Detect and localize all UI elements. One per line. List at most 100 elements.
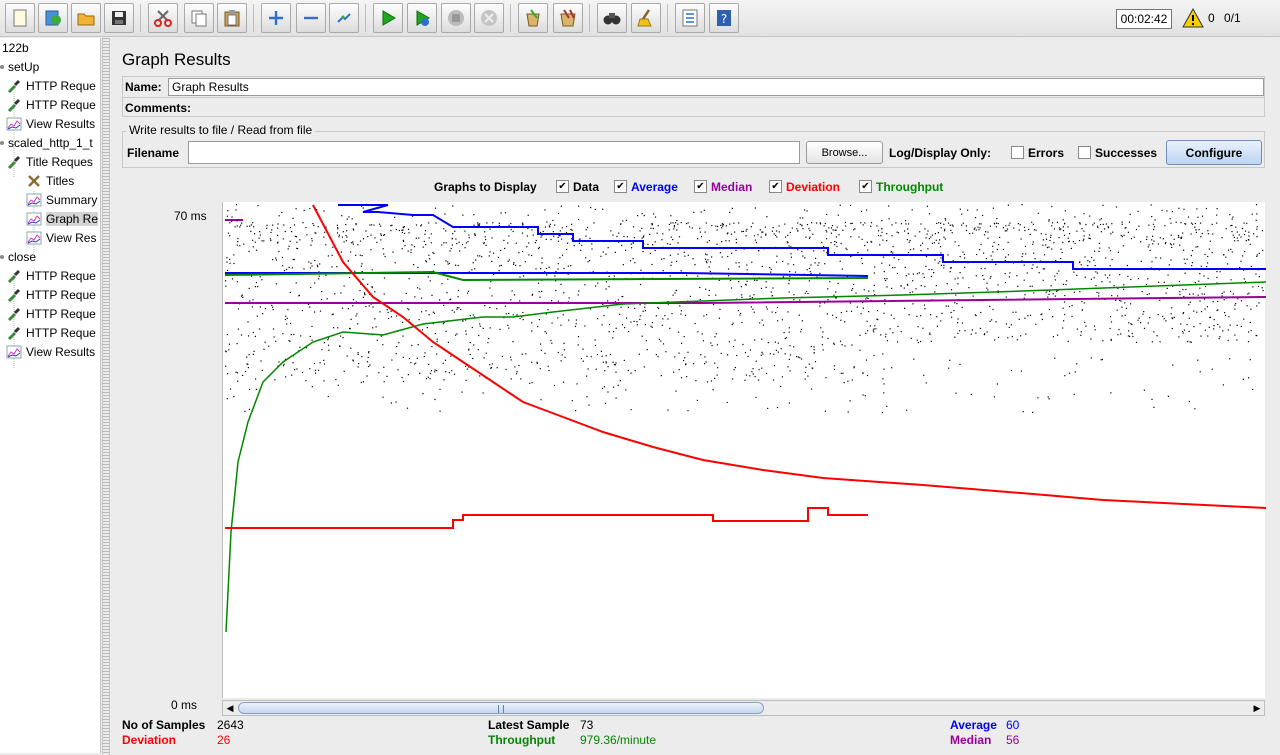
data-point — [588, 260, 591, 262]
scroll-right-icon[interactable]: ▶ — [1253, 703, 1261, 713]
clear-all-button[interactable] — [553, 3, 583, 33]
data-point — [754, 279, 756, 281]
data-point — [1250, 265, 1252, 267]
collapse-button[interactable] — [296, 3, 326, 33]
data-point — [773, 365, 775, 367]
data-point — [911, 209, 913, 211]
shutdown-button[interactable] — [474, 3, 504, 33]
help-button[interactable]: ? — [709, 3, 739, 33]
stop-button[interactable] — [441, 3, 471, 33]
data-point — [1216, 222, 1218, 224]
tree-item[interactable]: HTTP Reque — [6, 267, 96, 285]
data-point — [286, 317, 288, 319]
split-pane-divider[interactable] — [102, 38, 110, 755]
data-point — [694, 264, 696, 266]
data-point — [1230, 248, 1232, 250]
graph-horizontal-scrollbar[interactable]: ◀ ▶ — [222, 700, 1265, 716]
name-input[interactable] — [168, 78, 1264, 96]
templates-button[interactable] — [38, 3, 68, 33]
data-point — [1080, 334, 1082, 336]
warning-icon[interactable] — [1182, 8, 1204, 28]
configure-button[interactable]: Configure — [1166, 140, 1262, 165]
tree-item[interactable]: setUp — [0, 58, 39, 76]
tree-item[interactable]: 122b — [2, 39, 29, 57]
data-point — [1074, 371, 1076, 373]
tree-item[interactable]: scaled_http_1_t — [0, 134, 93, 152]
cut-button[interactable] — [148, 3, 178, 33]
toggle-button[interactable] — [329, 3, 359, 33]
data-point — [557, 317, 559, 319]
data-point — [1135, 228, 1138, 231]
data-point — [451, 309, 453, 311]
tree-item[interactable]: HTTP Reque — [6, 96, 96, 114]
data-point — [478, 334, 480, 337]
start-button[interactable] — [373, 3, 403, 33]
graph-option-checkbox[interactable]: ✔ — [859, 180, 872, 193]
data-point — [642, 236, 644, 238]
function-helper-button[interactable] — [675, 3, 705, 33]
copy-button[interactable] — [184, 3, 214, 33]
data-point — [821, 336, 823, 338]
data-point — [489, 327, 491, 329]
tree-item[interactable]: View Results — [6, 343, 95, 361]
data-point — [259, 234, 261, 236]
data-point — [510, 378, 512, 380]
data-point — [840, 372, 842, 374]
tree-item[interactable]: HTTP Reque — [6, 77, 96, 95]
data-point — [444, 359, 447, 361]
errors-checkbox[interactable] — [1011, 146, 1024, 159]
data-point — [1005, 323, 1007, 325]
data-point — [1026, 272, 1028, 274]
graph-option-checkbox[interactable]: ✔ — [556, 180, 569, 193]
new-button[interactable] — [5, 3, 35, 33]
tree-item[interactable]: Summary — [26, 191, 97, 209]
data-point — [1058, 227, 1061, 229]
tree-item[interactable]: View Res — [26, 229, 96, 247]
data-point — [1052, 316, 1054, 318]
data-point — [775, 349, 777, 351]
comments-row[interactable]: Comments: — [122, 98, 1265, 117]
graph-option-checkbox[interactable]: ✔ — [769, 180, 782, 193]
data-point — [458, 307, 460, 309]
data-point — [1171, 327, 1173, 330]
graph-option-checkbox[interactable]: ✔ — [694, 180, 707, 193]
graph-option-checkbox[interactable]: ✔ — [614, 180, 627, 193]
data-point — [802, 217, 804, 219]
data-point — [376, 339, 378, 341]
tree-item[interactable]: close — [0, 248, 36, 266]
tree-item[interactable]: Title Reques — [6, 153, 93, 171]
data-point — [959, 255, 961, 258]
data-point — [453, 373, 456, 375]
browse-button[interactable]: Browse... — [806, 141, 883, 164]
scroll-left-icon[interactable]: ◀ — [226, 703, 234, 713]
data-point — [296, 247, 298, 249]
data-point — [961, 213, 963, 215]
data-point — [672, 222, 674, 224]
tree-item[interactable]: HTTP Reque — [6, 305, 96, 323]
data-point — [1033, 229, 1035, 231]
successes-checkbox[interactable] — [1078, 146, 1091, 159]
clear-button[interactable] — [518, 3, 548, 33]
data-point — [292, 217, 294, 219]
data-point — [477, 255, 479, 257]
search-button[interactable] — [597, 3, 627, 33]
tree-item[interactable]: HTTP Reque — [6, 286, 96, 304]
tree-item[interactable]: Titles — [26, 172, 74, 190]
data-point — [496, 308, 498, 310]
reset-search-button[interactable] — [631, 3, 661, 33]
save-button[interactable] — [104, 3, 134, 33]
filename-input[interactable] — [188, 141, 800, 164]
paste-button[interactable] — [217, 3, 247, 33]
data-point — [716, 229, 718, 231]
tree-item[interactable]: HTTP Reque — [6, 324, 96, 342]
tree-item[interactable]: View Results — [6, 115, 95, 133]
data-point — [1098, 295, 1100, 297]
data-point — [1094, 329, 1096, 331]
data-point — [816, 276, 818, 278]
graph-scroll-thumb[interactable] — [238, 702, 764, 714]
expand-button[interactable] — [261, 3, 291, 33]
tree-item[interactable]: Graph Re — [26, 210, 99, 228]
start-no-pauses-button[interactable] — [407, 3, 437, 33]
open-button[interactable] — [71, 3, 101, 33]
data-point — [1212, 233, 1214, 235]
